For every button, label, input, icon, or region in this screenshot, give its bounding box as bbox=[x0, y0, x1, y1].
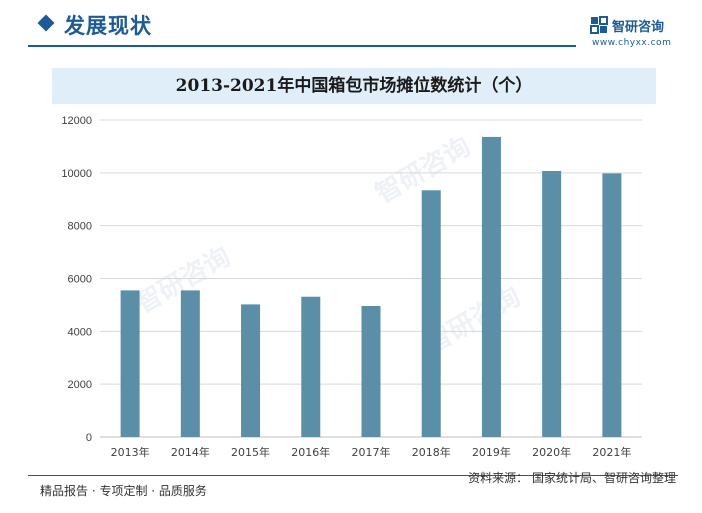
bar bbox=[602, 173, 622, 437]
section-title: 发展现状 bbox=[64, 14, 152, 38]
chart-title: 2013-2021年中国箱包市场摊位数统计（个） bbox=[175, 76, 533, 96]
bar bbox=[361, 305, 381, 437]
bar bbox=[421, 190, 441, 437]
chart-title-bar: 2013-2021年中国箱包市场摊位数统计（个） bbox=[52, 68, 656, 104]
bar bbox=[241, 304, 261, 437]
x-tick-label: 2020年 bbox=[532, 445, 571, 459]
x-tick-label: 2021年 bbox=[592, 445, 631, 459]
bar bbox=[542, 170, 562, 437]
x-tick-label: 2015年 bbox=[231, 445, 270, 459]
footer-tagline: 精品报告 · 专项定制 · 品质服务 bbox=[40, 484, 207, 498]
x-tick-label: 2017年 bbox=[352, 445, 391, 459]
bar bbox=[180, 290, 200, 437]
x-tick-label: 2019年 bbox=[472, 445, 511, 459]
y-tick-label: 12000 bbox=[61, 115, 92, 127]
page-header: 发展现状 bbox=[0, 0, 702, 48]
brand-logo: 智研咨询 www.chyxx.com bbox=[590, 16, 690, 50]
brand-url: www.chyxx.com bbox=[592, 38, 672, 48]
y-tick-label: 8000 bbox=[68, 221, 92, 233]
data-source: 资料来源： 国家统计局、智研咨询整理 bbox=[468, 471, 676, 485]
x-tick-label: 2018年 bbox=[412, 445, 451, 459]
bar bbox=[481, 136, 501, 437]
x-tick-label: 2014年 bbox=[171, 445, 210, 459]
x-tick-label: 2016年 bbox=[291, 445, 330, 459]
brand-name: 智研咨询 bbox=[612, 20, 665, 35]
header-divider bbox=[28, 45, 576, 47]
y-tick-label: 10000 bbox=[61, 168, 92, 180]
y-tick-label: 4000 bbox=[68, 326, 92, 338]
y-tick-label: 0 bbox=[86, 432, 92, 444]
bar bbox=[301, 296, 321, 437]
logo-icon bbox=[590, 16, 608, 34]
y-tick-label: 2000 bbox=[68, 379, 92, 391]
footer-divider bbox=[28, 475, 678, 476]
y-tick-label: 6000 bbox=[68, 274, 92, 286]
x-tick-label: 2013年 bbox=[111, 445, 150, 459]
bar bbox=[120, 290, 140, 437]
